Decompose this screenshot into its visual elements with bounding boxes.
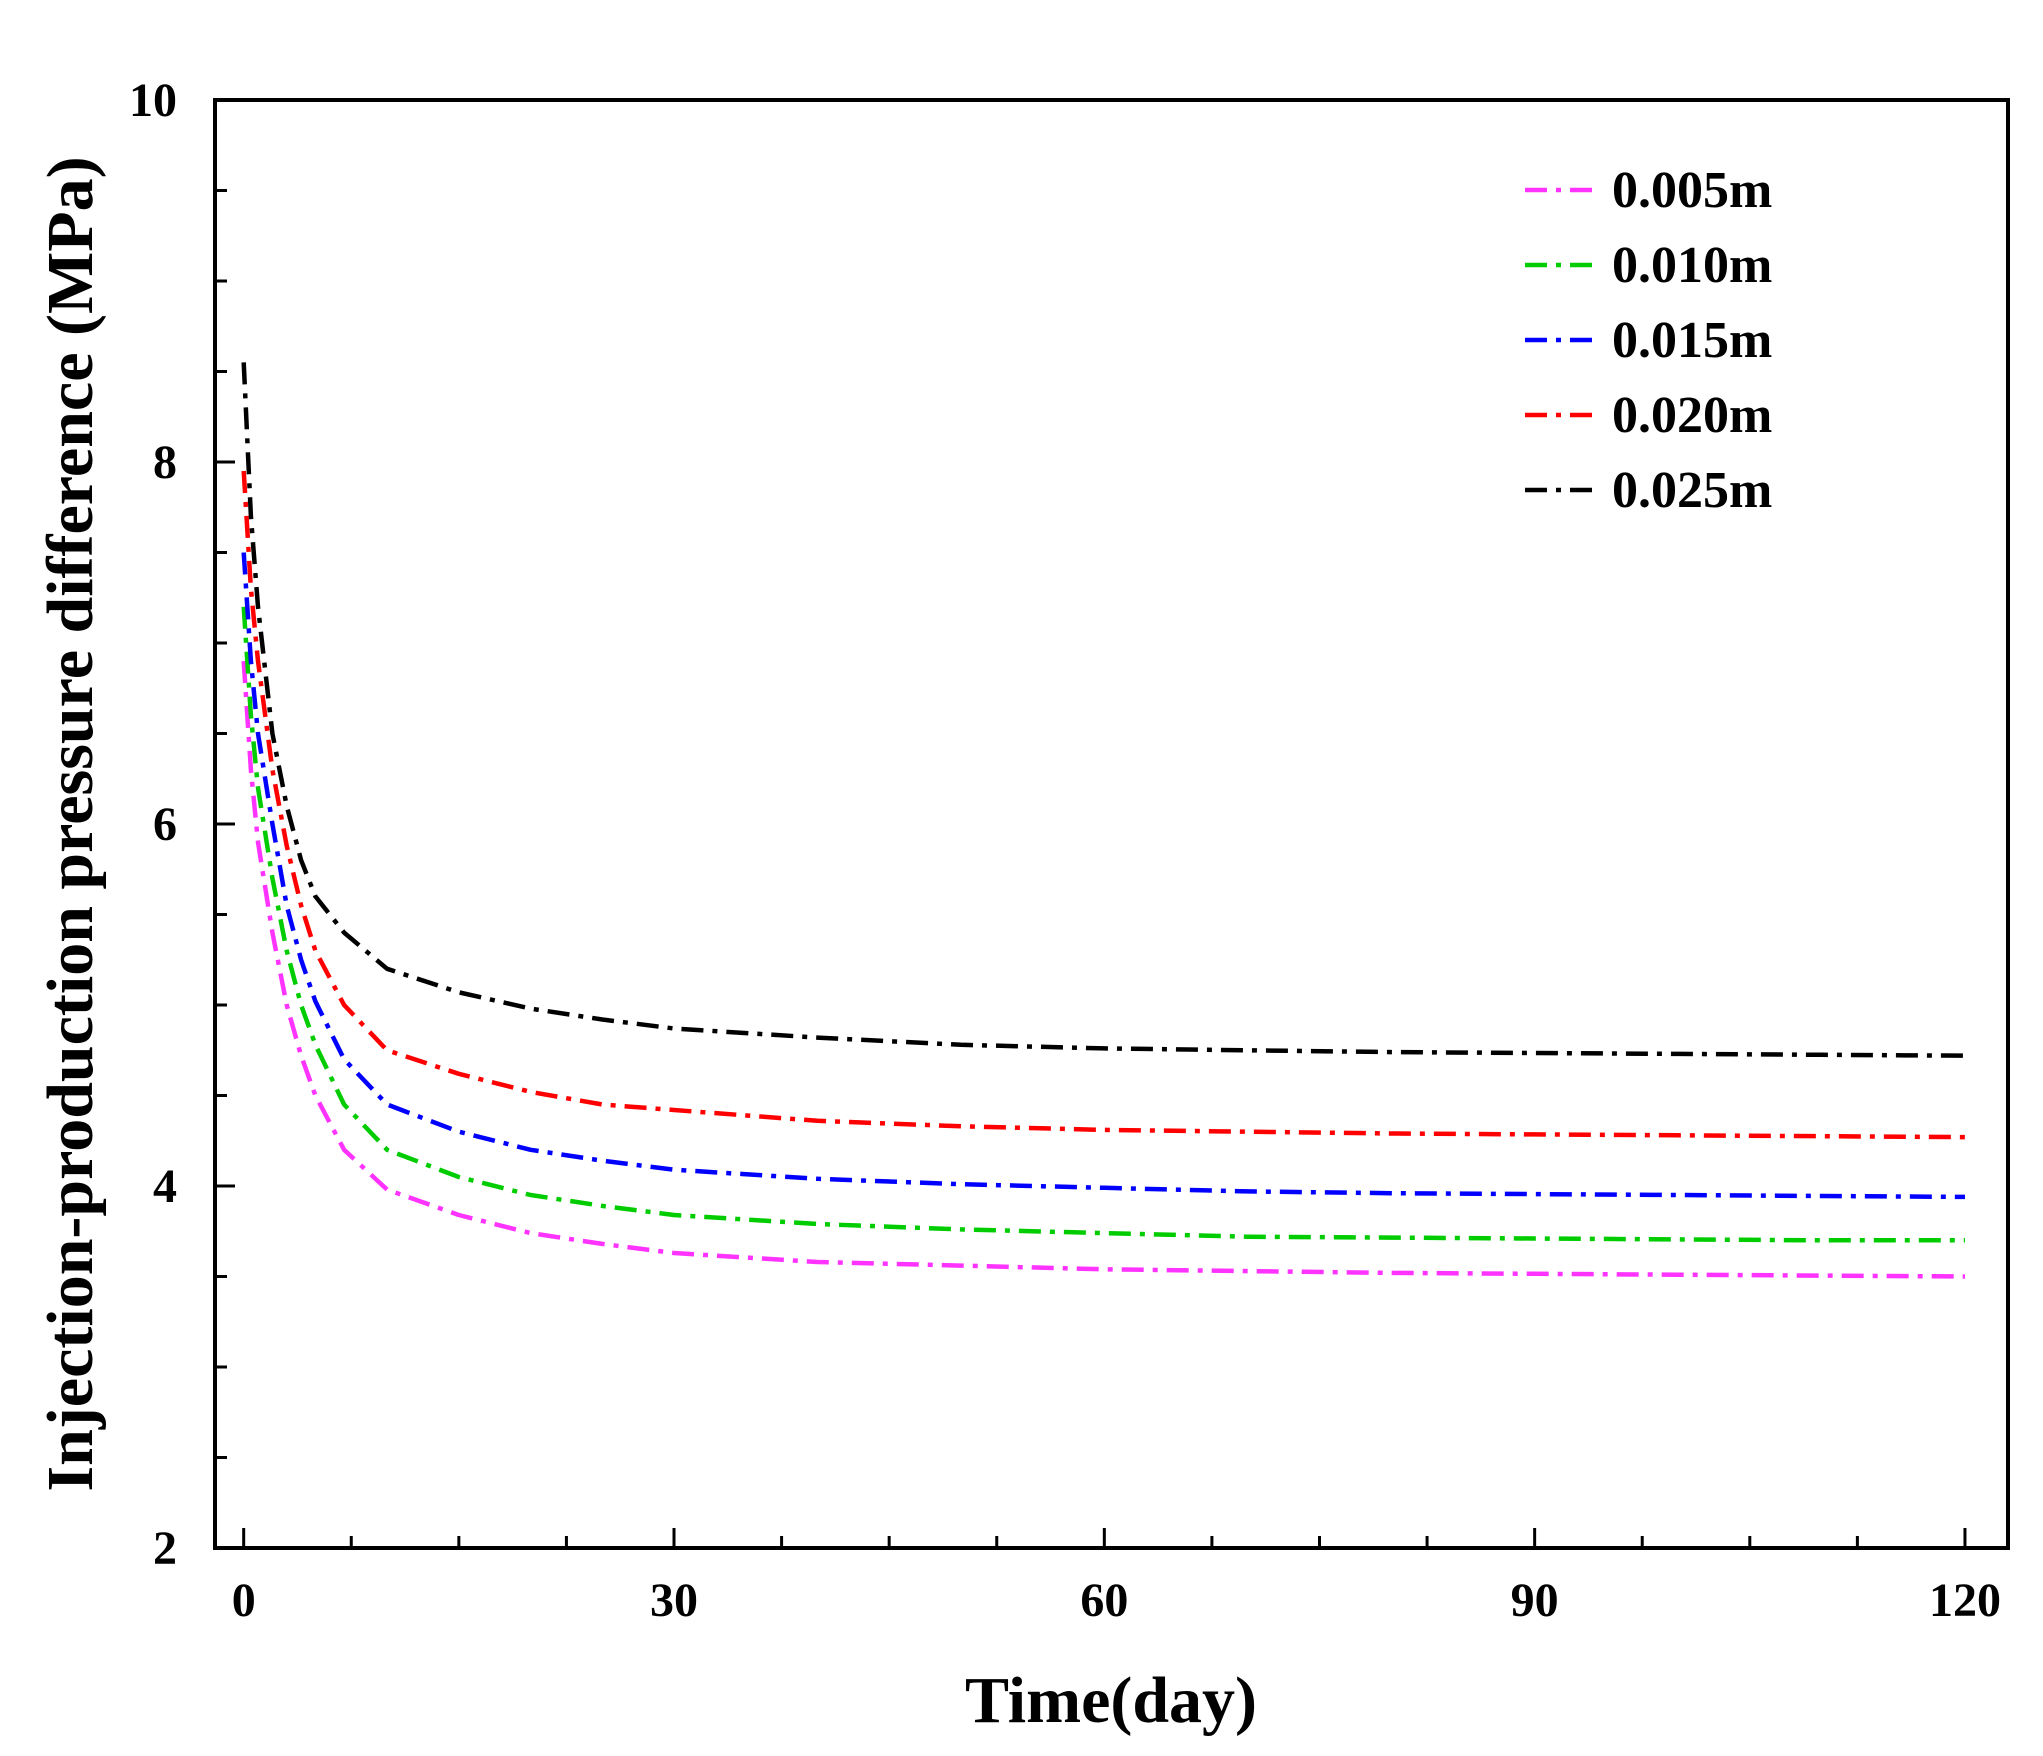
y-axis-ticks: 2 4 6 8 10 (129, 74, 235, 1575)
legend-label: 0.025m (1612, 462, 1772, 519)
x-axis-ticks: 0 30 60 90 120 (232, 1528, 2001, 1627)
x-tick-label: 90 (1511, 1574, 1559, 1627)
y-axis-title: Injection-production pressure difference… (34, 156, 107, 1491)
x-axis-title: Time(day) (965, 1664, 1257, 1737)
series-line-0.010m (241, 606, 1965, 1243)
y-tick-label: 6 (153, 798, 177, 851)
x-tick-label: 60 (1080, 1574, 1128, 1627)
y-tick-label: 4 (153, 1160, 177, 1213)
x-tick-label: 120 (1929, 1574, 2001, 1627)
series-line-0.005m (241, 660, 1966, 1279)
series-line-0.020m (241, 470, 1966, 1140)
y-tick-label: 2 (153, 1522, 177, 1575)
legend: 0.005m 0.010m 0.015m 0.020m 0.025m (1525, 162, 1772, 519)
series-line-0.015m (241, 552, 1966, 1200)
y-tick-label: 10 (129, 74, 177, 127)
legend-label: 0.020m (1612, 387, 1772, 444)
legend-label: 0.015m (1612, 312, 1772, 369)
series-line-0.025m (241, 362, 1966, 1058)
series-lines (241, 362, 1966, 1279)
x-tick-label: 0 (232, 1574, 256, 1627)
legend-label: 0.010m (1612, 237, 1772, 294)
legend-label: 0.005m (1612, 162, 1772, 219)
x-tick-label: 30 (650, 1574, 698, 1627)
y-tick-label: 8 (153, 436, 177, 489)
